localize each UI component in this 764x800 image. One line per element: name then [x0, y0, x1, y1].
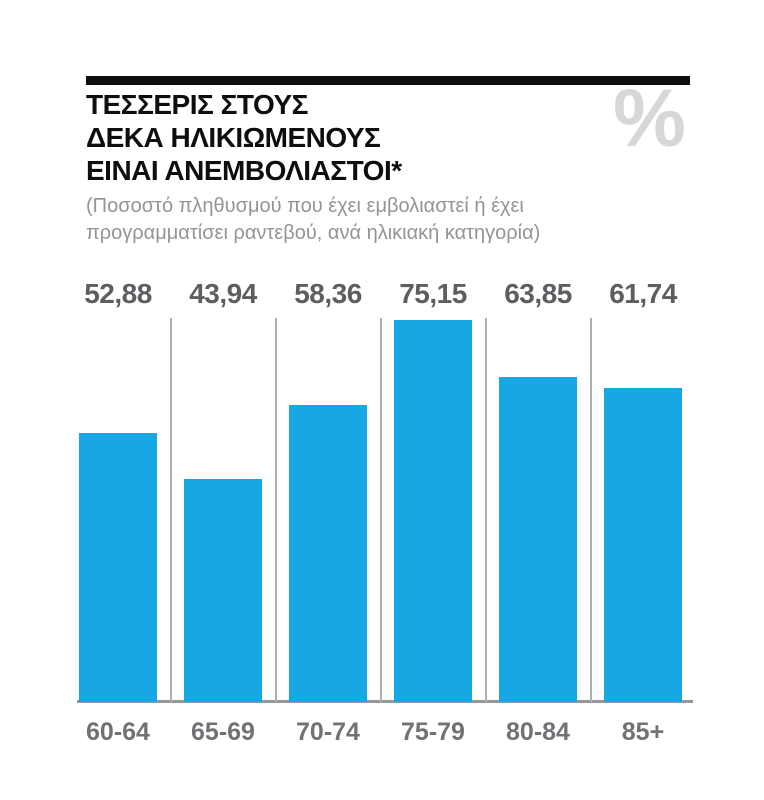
title-line-3: ΕΙΝΑΙ ΑΝΕΜΒΟΛΙΑΣΤΟΙ*	[86, 155, 402, 186]
percent-symbol: %	[613, 73, 686, 164]
category-separator-line	[484, 318, 487, 702]
value-label-60-64: 52,88	[84, 278, 152, 309]
value-label-70-74: 58,36	[294, 278, 362, 309]
value-label-85+: 61,74	[609, 278, 677, 309]
subtitle-line-2: προγραμματίσει ραντεβού, ανά ηλικιακή κα…	[86, 222, 541, 244]
category-label-80-84: 80-84	[506, 718, 570, 746]
category-separator-line	[379, 318, 382, 702]
bar-65-69	[184, 479, 262, 702]
title-line-1: ΤΕΣΣΕΡΙΣ ΣΤΟΥΣ	[86, 89, 308, 120]
subtitle-line-1: (Ποσοστό πληθυσμού που έχει εμβολιαστεί …	[86, 195, 524, 217]
category-separator-line	[169, 318, 172, 702]
page-title: ΤΕΣΣΕΡΙΣ ΣΤΟΥΣ ΔΕΚΑ ΗΛΙΚΙΩΜΕΝΟΥΣ ΕΙΝΑΙ Α…	[86, 88, 402, 187]
value-label-75-79: 75,15	[399, 278, 467, 309]
bar-75-79	[394, 320, 472, 702]
bar-80-84	[499, 377, 577, 702]
value-label-80-84: 63,85	[504, 278, 572, 309]
bar-70-74	[289, 405, 367, 702]
category-label-75-79: 75-79	[401, 718, 465, 746]
title-line-2: ΔΕΚΑ ΗΛΙΚΙΩΜΕΝΟΥΣ	[86, 122, 381, 153]
value-label-65-69: 43,94	[189, 278, 257, 309]
category-label-85+: 85+	[621, 718, 665, 746]
bar-60-64	[79, 433, 157, 702]
x-axis-baseline	[77, 700, 693, 703]
category-separator-line	[589, 318, 592, 702]
chart-subtitle: (Ποσοστό πληθυσμού που έχει εμβολιαστεί …	[86, 193, 540, 247]
category-separator-line	[274, 318, 277, 702]
category-label-60-64: 60-64	[86, 718, 150, 746]
bar-85+	[604, 388, 682, 702]
title-rule	[86, 76, 690, 85]
category-label-70-74: 70-74	[296, 718, 360, 746]
category-label-65-69: 65-69	[191, 718, 255, 746]
